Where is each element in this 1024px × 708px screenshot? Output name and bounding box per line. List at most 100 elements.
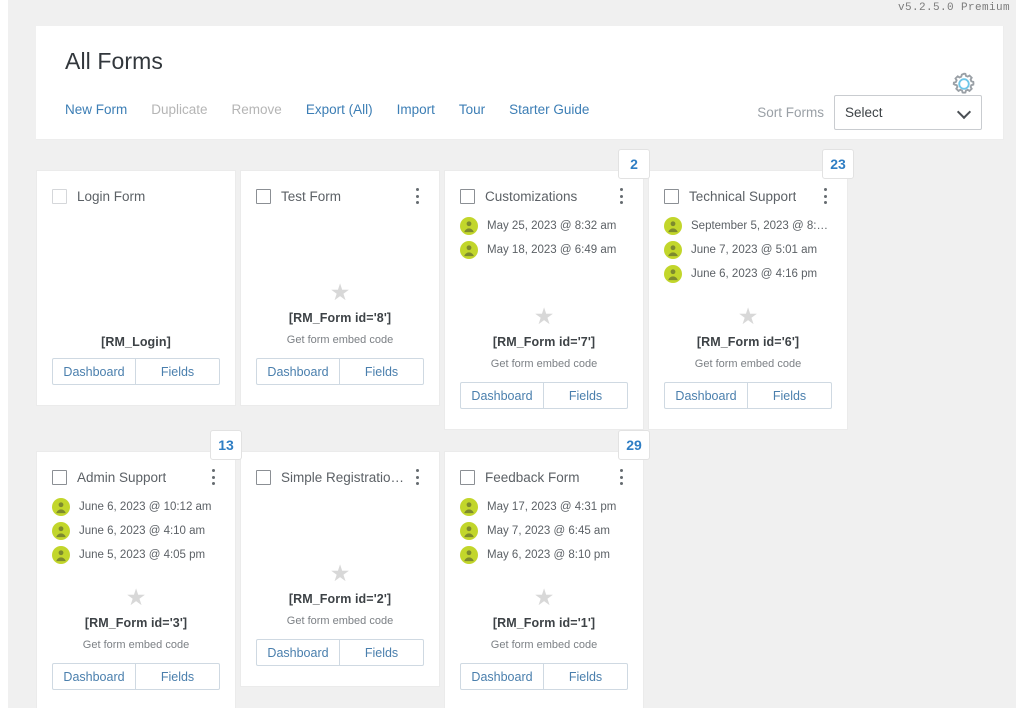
form-card-body: ★ [RM_Form id='1'] Get form embed code Dash… (460, 564, 628, 694)
form-card-slot: 29 Feedback Form May 17, 2023 @ 4:31 pm May… (444, 430, 650, 708)
form-card-actions: Dashboard Fields (256, 358, 424, 385)
user-avatar-icon (460, 241, 478, 259)
kebab-menu-icon[interactable] (614, 187, 628, 205)
user-avatar-icon (460, 498, 478, 516)
checkbox-icon[interactable] (664, 188, 679, 204)
kebab-menu-icon[interactable] (206, 468, 220, 486)
entry-item[interactable]: June 6, 2023 @ 4:16 pm (664, 265, 832, 283)
kebab-menu-icon[interactable] (614, 468, 628, 486)
action-link-new-form[interactable]: New Form (65, 102, 128, 117)
kebab-menu-icon[interactable] (410, 468, 424, 486)
entry-date: May 7, 2023 @ 6:45 am (487, 525, 610, 537)
action-link-import[interactable]: Import (396, 102, 435, 117)
kebab-menu-icon[interactable] (410, 187, 424, 205)
entry-list: September 5, 2023 @ 8:37 ... June 7, 2023… (664, 217, 832, 283)
form-card-slot: 2 Customizations May 25, 2023 @ 8:32 am May… (444, 149, 650, 430)
form-card-title[interactable]: Technical Support (689, 188, 797, 204)
dashboard-button[interactable]: Dashboard (256, 358, 340, 385)
form-card-slot: Login Form [RM_Login] Dashboard Fields (36, 170, 236, 430)
get-embed-code-link[interactable]: Get form embed code (694, 358, 802, 370)
form-card-header: Technical Support (664, 185, 832, 207)
entry-count-badge[interactable]: 13 (210, 430, 242, 460)
action-link-tour[interactable]: Tour (458, 102, 486, 117)
checkbox-icon[interactable] (52, 469, 67, 485)
checkbox-icon[interactable] (460, 469, 475, 485)
entry-date: June 6, 2023 @ 10:12 am (79, 501, 212, 513)
dashboard-button[interactable]: Dashboard (52, 358, 136, 385)
entry-item[interactable]: May 17, 2023 @ 4:31 pm (460, 498, 628, 516)
get-embed-code-link[interactable]: Get form embed code (286, 615, 394, 627)
dashboard-button[interactable]: Dashboard (460, 382, 544, 409)
form-card: Test Form ★ [RM_Form id='8'] Get form embed… (240, 170, 440, 406)
forms-header-panel: All Forms New Form Duplicate Remove Export … (36, 26, 1004, 140)
entry-date: May 6, 2023 @ 8:10 pm (487, 549, 610, 561)
entry-item[interactable]: June 7, 2023 @ 5:01 am (664, 241, 832, 259)
form-card-title[interactable]: Login Form (77, 188, 146, 204)
star-icon[interactable]: ★ (125, 584, 147, 610)
forms-grid: Login Form [RM_Login] Dashboard Fields Test … (36, 149, 1016, 708)
form-card-title[interactable]: Admin Support (77, 469, 167, 485)
form-card-title[interactable]: Test Form (281, 188, 342, 204)
form-card-header: Customizations (460, 185, 628, 207)
get-embed-code-link[interactable]: Get form embed code (490, 639, 598, 651)
form-shortcode: [RM_Form id='7'] (492, 335, 596, 349)
action-link-starter-guide[interactable]: Starter Guide (509, 102, 590, 117)
fields-button[interactable]: Fields (340, 639, 424, 666)
entry-item[interactable]: June 6, 2023 @ 4:10 am (52, 522, 220, 540)
forms-row: 13 Admin Support June 6, 2023 @ 10:12 am Ju… (36, 430, 1016, 708)
form-shortcode: [RM_Form id='2'] (288, 592, 392, 606)
gear-icon[interactable] (950, 70, 978, 98)
entry-item[interactable]: September 5, 2023 @ 8:37 ... (664, 217, 832, 235)
get-embed-code-link[interactable]: Get form embed code (490, 358, 598, 370)
fields-button[interactable]: Fields (136, 358, 220, 385)
entry-item[interactable]: May 18, 2023 @ 6:49 am (460, 241, 628, 259)
star-icon[interactable]: ★ (329, 560, 351, 586)
entry-date: June 5, 2023 @ 4:05 pm (79, 549, 206, 561)
form-card-title[interactable]: Customizations (485, 188, 578, 204)
dashboard-button[interactable]: Dashboard (52, 663, 136, 690)
entry-count-badge[interactable]: 23 (822, 149, 854, 179)
fields-button[interactable]: Fields (340, 358, 424, 385)
entry-count-badge[interactable]: 29 (618, 430, 650, 460)
get-embed-code-link[interactable]: Get form embed code (82, 639, 190, 651)
entry-item[interactable]: May 7, 2023 @ 6:45 am (460, 522, 628, 540)
form-card-title[interactable]: Simple Registration F... (281, 469, 409, 485)
entry-date: June 6, 2023 @ 4:10 am (79, 525, 206, 537)
kebab-menu-icon[interactable] (818, 187, 832, 205)
fields-button[interactable]: Fields (544, 382, 628, 409)
form-card: Customizations May 25, 2023 @ 8:32 am May … (444, 170, 644, 430)
star-icon[interactable]: ★ (329, 279, 351, 305)
fields-button[interactable]: Fields (748, 382, 832, 409)
form-shortcode: [RM_Form id='1'] (492, 616, 596, 630)
star-icon[interactable]: ★ (533, 303, 555, 329)
get-embed-code-link[interactable]: Get form embed code (286, 334, 394, 346)
checkbox-icon[interactable] (460, 188, 475, 204)
entry-item[interactable]: June 6, 2023 @ 10:12 am (52, 498, 220, 516)
sort-forms-selected-value: Select (845, 105, 883, 120)
checkbox-icon[interactable] (52, 188, 67, 204)
dashboard-button[interactable]: Dashboard (664, 382, 748, 409)
entry-item[interactable]: June 5, 2023 @ 4:05 pm (52, 546, 220, 564)
form-card-slot: 13 Admin Support June 6, 2023 @ 10:12 am Ju… (36, 430, 242, 708)
dashboard-button[interactable]: Dashboard (460, 663, 544, 690)
entry-date: May 25, 2023 @ 8:32 am (487, 220, 617, 232)
sort-forms-control: Sort Forms Select (757, 95, 982, 130)
form-card-body: ★ [RM_Form id='2'] Get form embed code Dash… (256, 488, 424, 670)
fields-button[interactable]: Fields (136, 663, 220, 690)
user-avatar-icon (52, 498, 70, 516)
star-icon[interactable]: ★ (533, 584, 555, 610)
entry-count-badge[interactable]: 2 (618, 149, 650, 179)
star-icon[interactable]: ★ (737, 303, 759, 329)
checkbox-icon[interactable] (256, 188, 271, 204)
user-avatar-icon (52, 546, 70, 564)
fields-button[interactable]: Fields (544, 663, 628, 690)
form-card-actions: Dashboard Fields (460, 663, 628, 690)
entry-item[interactable]: May 25, 2023 @ 8:32 am (460, 217, 628, 235)
entry-item[interactable]: May 6, 2023 @ 8:10 pm (460, 546, 628, 564)
form-card-title[interactable]: Feedback Form (485, 469, 580, 485)
dashboard-button[interactable]: Dashboard (256, 639, 340, 666)
form-card-actions: Dashboard Fields (52, 663, 220, 690)
checkbox-icon[interactable] (256, 469, 271, 485)
action-link-export-all[interactable]: Export (All) (305, 102, 373, 117)
sort-forms-select[interactable]: Select (834, 95, 982, 130)
